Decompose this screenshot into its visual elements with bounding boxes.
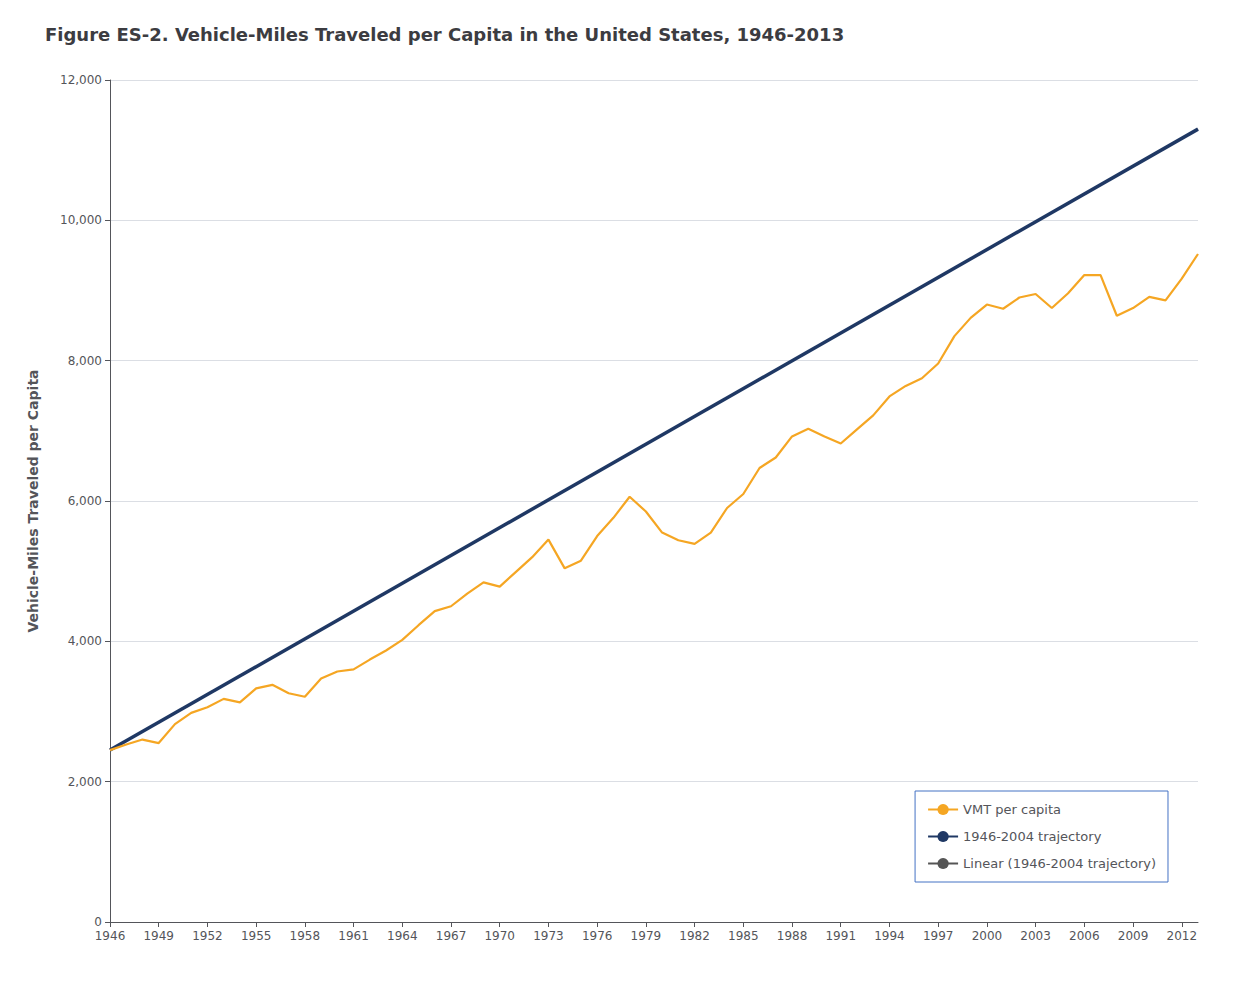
svg-text:1985: 1985 xyxy=(728,929,759,943)
svg-text:1958: 1958 xyxy=(290,929,321,943)
svg-text:1979: 1979 xyxy=(631,929,662,943)
svg-text:Vehicle-Miles Traveled per Cap: Vehicle-Miles Traveled per Capita xyxy=(25,369,41,632)
svg-text:2000: 2000 xyxy=(972,929,1003,943)
svg-text:2012: 2012 xyxy=(1166,929,1197,943)
svg-text:1961: 1961 xyxy=(338,929,369,943)
svg-text:Figure ES-2. Vehicle-Miles Tra: Figure ES-2. Vehicle-Miles Traveled per … xyxy=(45,24,844,45)
svg-text:1970: 1970 xyxy=(484,929,515,943)
svg-text:10,000: 10,000 xyxy=(60,213,102,227)
svg-text:1955: 1955 xyxy=(241,929,272,943)
svg-text:8,000: 8,000 xyxy=(68,354,102,368)
svg-text:1967: 1967 xyxy=(436,929,467,943)
svg-text:1982: 1982 xyxy=(679,929,710,943)
svg-text:6,000: 6,000 xyxy=(68,494,102,508)
svg-text:1946-2004 trajectory: 1946-2004 trajectory xyxy=(963,829,1102,844)
svg-text:2003: 2003 xyxy=(1020,929,1051,943)
svg-text:Linear (1946-2004 trajectory): Linear (1946-2004 trajectory) xyxy=(963,856,1156,871)
svg-text:2,000: 2,000 xyxy=(68,775,102,789)
svg-text:1997: 1997 xyxy=(923,929,954,943)
svg-text:12,000: 12,000 xyxy=(60,73,102,87)
svg-text:1994: 1994 xyxy=(874,929,905,943)
svg-text:0: 0 xyxy=(94,915,102,929)
svg-text:1952: 1952 xyxy=(192,929,223,943)
svg-text:VMT per capita: VMT per capita xyxy=(963,802,1061,817)
svg-text:1973: 1973 xyxy=(533,929,564,943)
svg-text:1988: 1988 xyxy=(777,929,808,943)
svg-text:1976: 1976 xyxy=(582,929,613,943)
svg-text:2009: 2009 xyxy=(1118,929,1149,943)
svg-text:1964: 1964 xyxy=(387,929,418,943)
svg-text:4,000: 4,000 xyxy=(68,634,102,648)
svg-text:1991: 1991 xyxy=(825,929,856,943)
svg-text:1946: 1946 xyxy=(95,929,126,943)
svg-text:2006: 2006 xyxy=(1069,929,1100,943)
svg-text:1949: 1949 xyxy=(143,929,174,943)
